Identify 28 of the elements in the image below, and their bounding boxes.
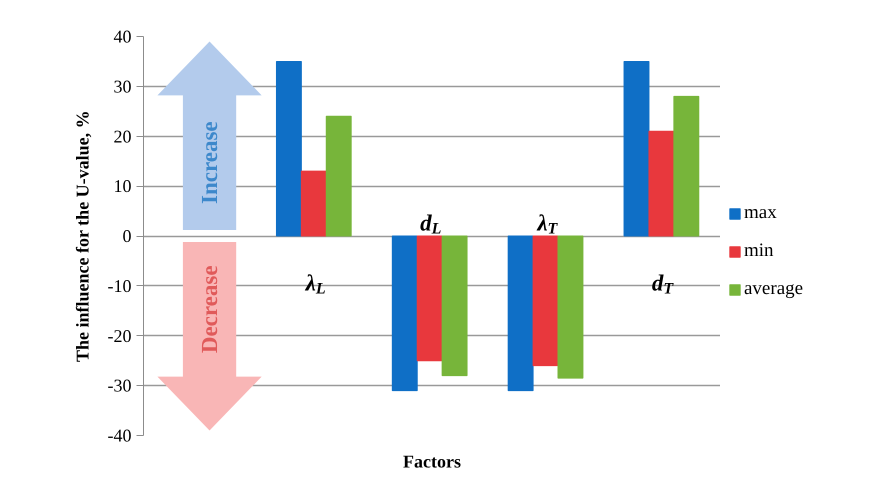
legend-label: max: [744, 202, 777, 224]
y-tick-label: 20: [114, 126, 132, 146]
bar: [392, 236, 418, 392]
bar: [532, 236, 558, 366]
x-axis-title: Factors: [403, 452, 461, 472]
y-tick-label: 30: [114, 76, 132, 96]
bar: [558, 236, 584, 379]
y-tick-label: 40: [114, 26, 132, 46]
y-tick-label: -20: [108, 326, 132, 346]
bar: [442, 236, 468, 376]
text: Decrease: [197, 265, 222, 354]
bar: [276, 60, 302, 236]
y-tick-label: 0: [122, 226, 132, 246]
bar: [416, 236, 443, 362]
y-tick-label: -40: [108, 426, 132, 446]
bar: [648, 130, 674, 236]
y-tick-label: -30: [108, 376, 132, 396]
y-axis-title: The influence for the U-value, %: [72, 110, 93, 362]
bar: [624, 60, 650, 236]
legend-label: average: [744, 278, 804, 300]
legend-label: min: [744, 240, 774, 262]
y-tick-label: -10: [108, 276, 132, 296]
y-tick-label: 10: [114, 176, 132, 196]
bar: [508, 236, 534, 392]
text: Increase: [197, 121, 222, 204]
bar: [300, 170, 327, 236]
bar: [673, 96, 700, 236]
bar: [326, 116, 352, 236]
